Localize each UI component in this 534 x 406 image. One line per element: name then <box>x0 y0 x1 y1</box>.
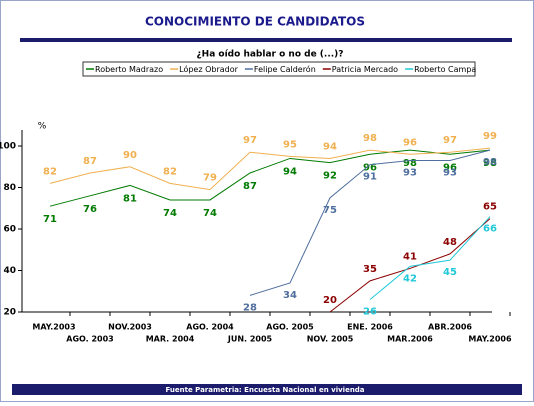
value-label: 45 <box>443 267 457 278</box>
value-label: 91 <box>363 172 377 183</box>
series-line <box>329 218 491 313</box>
y-tick-label: 40 <box>3 266 16 276</box>
value-label: 95 <box>283 139 297 150</box>
y-axis-label: % <box>38 122 47 132</box>
value-label: 93 <box>443 168 457 179</box>
value-label: 71 <box>43 214 57 225</box>
value-label: 90 <box>123 150 137 161</box>
x-tick-label: AGO. 2003 <box>66 335 113 344</box>
value-label: 99 <box>483 131 497 142</box>
value-label: 97 <box>243 135 257 146</box>
series-line <box>49 147 491 191</box>
x-tick-label: ENE. 2006 <box>347 323 393 332</box>
value-label: 96 <box>403 137 417 148</box>
value-label: 26 <box>363 307 377 318</box>
y-tick-label: 60 <box>3 225 16 235</box>
value-label: 48 <box>443 237 457 248</box>
chart-title: CONOCIMIENTO DE CANDIDATOS <box>145 15 365 29</box>
x-tick-label: AGO. 2005 <box>266 323 314 332</box>
y-tick-label: 20 <box>3 308 16 318</box>
value-label: 98 <box>363 133 377 144</box>
value-label: 97 <box>443 135 457 146</box>
x-tick-label: JUN. 2005 <box>227 335 273 344</box>
x-tick-label: MAR. 2004 <box>146 335 195 344</box>
value-label: 96 <box>363 162 377 173</box>
value-label: 66 <box>483 224 497 235</box>
title-rule <box>20 38 512 42</box>
value-label: 93 <box>403 168 417 179</box>
legend-label: Roberto Campa <box>414 65 476 74</box>
value-label: 98 <box>483 158 497 169</box>
value-label: 98 <box>403 158 417 169</box>
legend-box <box>82 61 476 77</box>
legend-label: López Obrador <box>179 64 238 74</box>
value-label: 74 <box>203 208 217 219</box>
x-tick-label: AGO. 2004 <box>186 323 234 332</box>
legend-label: Patricia Mercado <box>332 65 398 74</box>
value-label: 94 <box>323 141 337 152</box>
x-tick-label: ABR.2006 <box>428 323 472 332</box>
legend-label: Felipe Calderón <box>254 64 316 74</box>
legend-label: Roberto Madrazo <box>95 65 163 74</box>
x-tick-label: MAY.2003 <box>32 323 75 332</box>
value-label: 65 <box>483 202 497 213</box>
value-label: 76 <box>83 204 97 215</box>
value-label: 20 <box>323 295 337 306</box>
series-line <box>369 216 491 300</box>
value-label: 34 <box>283 290 297 301</box>
value-label: 79 <box>203 173 217 184</box>
value-label: 42 <box>403 273 417 284</box>
value-label: 96 <box>443 162 457 173</box>
value-label: 41 <box>403 251 417 262</box>
x-tick-label: NOV. 2005 <box>307 335 354 344</box>
value-label: 87 <box>83 156 97 167</box>
source: Fuente Parametria: Encuesta Nacional en … <box>165 386 364 394</box>
value-label: 35 <box>363 264 377 275</box>
value-label: 28 <box>243 302 257 313</box>
series-line <box>49 149 491 207</box>
value-label: 87 <box>243 181 257 192</box>
value-label: 98 <box>483 157 497 168</box>
series-line <box>249 149 491 296</box>
value-label: 75 <box>323 205 337 216</box>
value-label: 82 <box>163 166 177 177</box>
value-label: 94 <box>283 166 297 177</box>
value-label: 92 <box>323 171 337 182</box>
y-tick-label: 80 <box>3 183 16 193</box>
value-label: 74 <box>163 208 177 219</box>
subtitle: ¿Ha oído hablar o no de (...)? <box>196 50 343 60</box>
value-label: 82 <box>43 166 57 177</box>
y-tick-label: 100 <box>0 142 16 152</box>
x-tick-label: MAR.2006 <box>387 335 433 344</box>
x-tick-label: MAY.2006 <box>468 335 512 344</box>
footer-bar <box>12 384 522 395</box>
x-tick-label: NOV.2003 <box>108 323 152 332</box>
value-label: 81 <box>123 193 137 204</box>
